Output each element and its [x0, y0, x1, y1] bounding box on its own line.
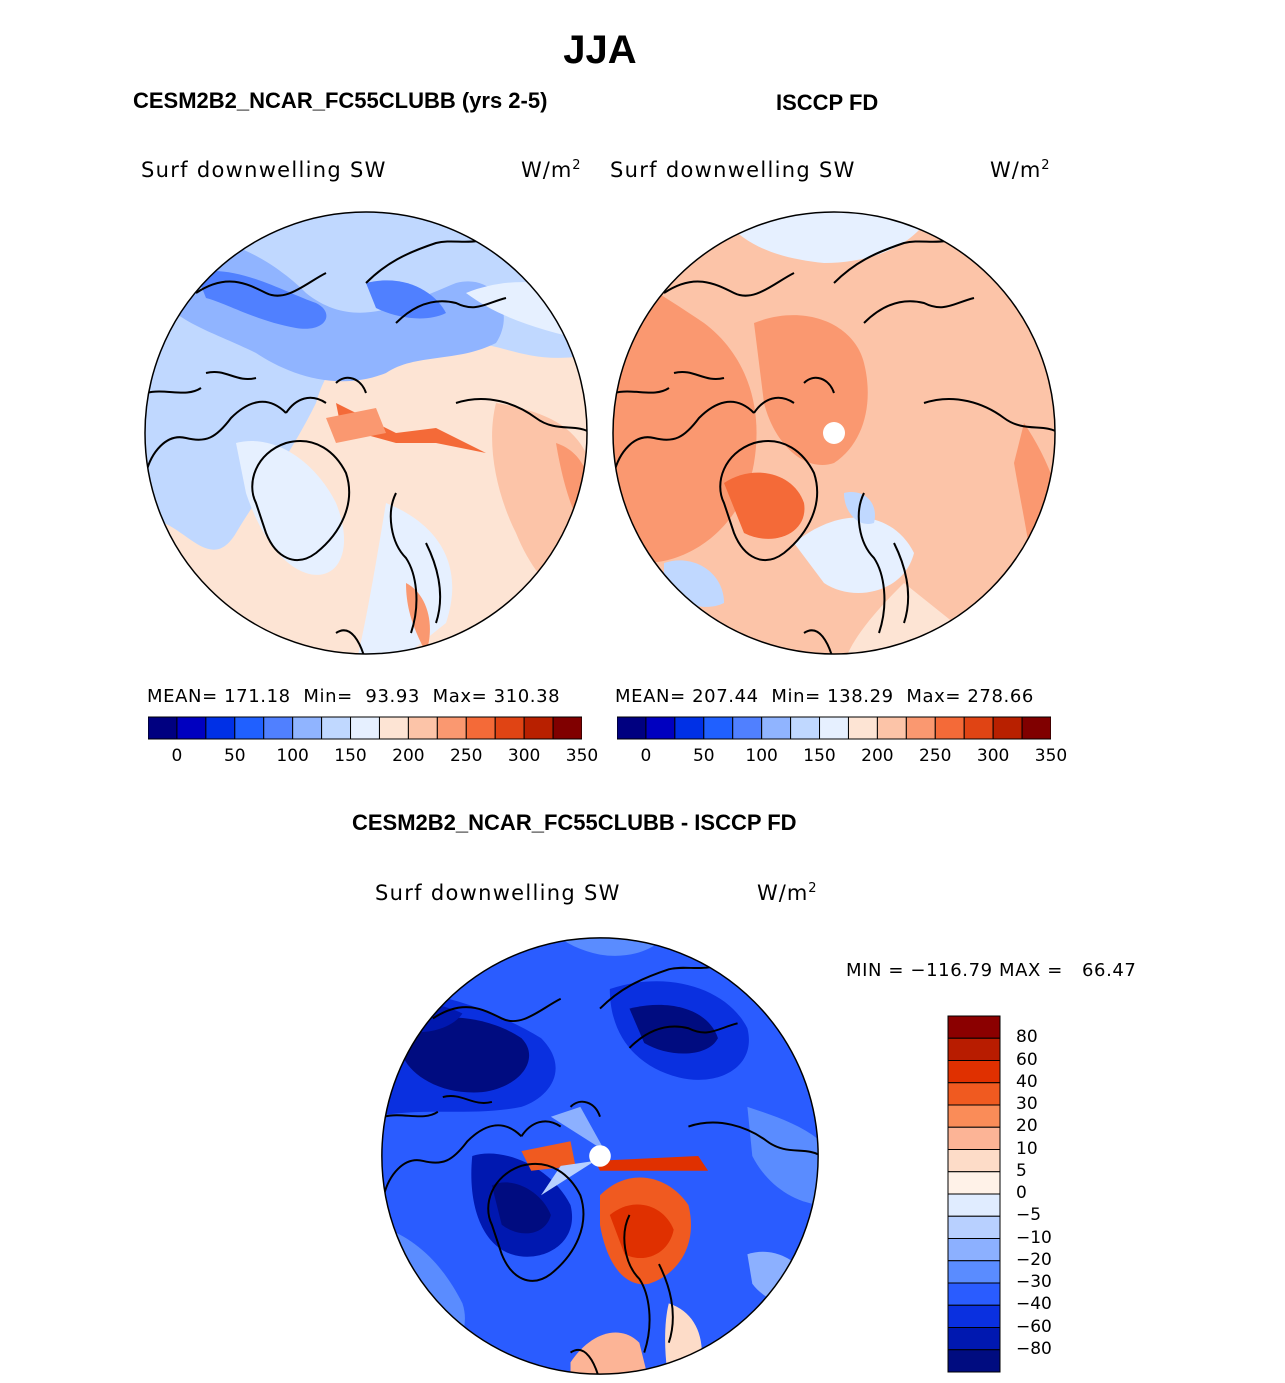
right-colorbar-box: [645, 716, 676, 740]
right-stats: MEAN= 207.44 Min= 138.29 Max= 278.66: [615, 686, 1034, 707]
right-units: W/m2: [990, 158, 1051, 182]
diff-colorbar-tick: −30: [1016, 1272, 1052, 1292]
right-colorbar-tick: 200: [861, 746, 894, 766]
left-field-label: Surf downwelling SW: [141, 158, 387, 182]
figure-title: JJA: [563, 28, 637, 72]
diff-colorbar-tick: 20: [1016, 1116, 1038, 1137]
diff-colorbar-box: [947, 1327, 1001, 1351]
left-colorbar-tick: 300: [507, 746, 541, 766]
left-colorbar-box: [350, 716, 380, 740]
left-colorbar-box: [436, 716, 467, 740]
left-colorbar-box: [292, 716, 323, 740]
left-colorbar-box: [552, 716, 582, 740]
diff-colorbar-box: [947, 1260, 1001, 1284]
left-panel-title: CESM2B2_NCAR_FC55CLUBB (yrs 2-5): [133, 88, 548, 113]
left-colorbar-tick: 200: [392, 746, 425, 766]
right-colorbar-box: [934, 716, 965, 740]
diff-colorbar-tick: 30: [1016, 1094, 1038, 1114]
left-colorbar-box: [378, 716, 409, 740]
left-colorbar-box: [205, 716, 236, 740]
right-colorbar-box: [732, 716, 763, 740]
right-colorbar-box: [1021, 716, 1051, 740]
right-colorbar-box: [674, 716, 705, 740]
diff-colorbar-box: [947, 1126, 1001, 1150]
right-colorbar-box: [905, 716, 936, 740]
diff-colorbar-box: [947, 1104, 1001, 1128]
diff-colorbar-tick: 60: [1016, 1049, 1038, 1070]
right-colorbar-tick: 50: [692, 746, 715, 766]
right-colorbar-box: [876, 716, 907, 740]
diff-colorbar-tick: −80: [1016, 1338, 1052, 1359]
left-colorbar-tick: 100: [276, 746, 309, 766]
left-colorbar-tick: 0: [171, 746, 183, 766]
diff-colorbar-tick: −60: [1016, 1316, 1052, 1337]
left-colorbar-tick: 150: [334, 746, 367, 766]
right-colorbar-tick: 0: [640, 746, 652, 766]
right-colorbar: [617, 716, 1051, 740]
right-colorbar-tick: 250: [919, 746, 952, 766]
diff-stats: MIN = −116.79 MAX = 66.47: [846, 960, 1137, 981]
right-polar-map: [612, 211, 1056, 655]
left-colorbar-tick: 50: [223, 746, 246, 766]
left-colorbar-box: [263, 716, 294, 740]
diff-colorbar-box: [947, 1193, 1001, 1217]
diff-colorbar-tick: −10: [1016, 1227, 1052, 1248]
left-stats: MEAN= 171.18 Min= 93.93 Max= 310.38: [147, 686, 561, 707]
diff-polar-map: [381, 937, 819, 1375]
left-colorbar-box: [176, 716, 207, 740]
diff-colorbar-tick: 10: [1016, 1138, 1038, 1159]
right-colorbar-box: [847, 716, 878, 740]
diff-colorbar-tick: −5: [1016, 1205, 1042, 1226]
diff-colorbar-box: [947, 1037, 1001, 1061]
right-colorbar-tick: 150: [803, 746, 836, 766]
diff-colorbar-tick: 40: [1016, 1071, 1038, 1092]
right-colorbar-tick: 100: [745, 746, 778, 766]
diff-colorbar-box: [947, 1060, 1001, 1084]
right-panel-title: ISCCP FD: [776, 90, 879, 115]
left-colorbar-box: [494, 716, 525, 740]
diff-colorbar-box: [947, 1215, 1001, 1239]
right-colorbar-tick: 350: [1034, 746, 1068, 766]
left-colorbar-box: [148, 716, 178, 740]
diff-colorbar-tick: −40: [1016, 1294, 1052, 1315]
right-colorbar-box: [790, 716, 821, 740]
left-colorbar-box: [321, 716, 352, 740]
left-colorbar-box: [523, 716, 554, 740]
diff-colorbar: [947, 1015, 1001, 1373]
diff-colorbar-box: [947, 1349, 1001, 1373]
diff-colorbar-tick: 0: [1016, 1183, 1027, 1203]
diff-field-label: Surf downwelling SW: [375, 881, 621, 905]
left-colorbar-box: [234, 716, 265, 740]
right-colorbar-box: [992, 716, 1023, 740]
right-colorbar-box: [761, 716, 792, 740]
diff-colorbar-tick: 5: [1016, 1160, 1027, 1181]
diff-colorbar-box: [947, 1082, 1001, 1106]
diff-colorbar-box: [947, 1171, 1001, 1195]
right-colorbar-ticks: 0 50 100 150 200 250 300 350: [617, 746, 1068, 768]
left-colorbar-tick: 250: [450, 746, 483, 766]
right-colorbar-tick: 300: [976, 746, 1010, 766]
diff-colorbar-ticks: 80 60 40 30 20 10 5 0 −5 −10 −20 −30 −40 −60 −80: [1008, 1015, 1088, 1373]
right-colorbar-box: [819, 716, 849, 740]
diff-panel-title: CESM2B2_NCAR_FC55CLUBB - ISCCP FD: [352, 810, 797, 835]
right-colorbar-box: [617, 716, 647, 740]
left-colorbar-box: [465, 716, 496, 740]
diff-units: W/m2: [757, 881, 818, 905]
diff-colorbar-box: [947, 1238, 1001, 1262]
diff-colorbar-tick: 80: [1016, 1027, 1038, 1048]
diff-colorbar-box: [947, 1015, 1001, 1039]
right-colorbar-box: [703, 716, 734, 740]
left-colorbar: [148, 716, 582, 740]
left-colorbar-tick: 350: [565, 746, 599, 766]
right-colorbar-box: [963, 716, 994, 740]
diff-colorbar-box: [947, 1304, 1001, 1328]
diff-colorbar-box: [947, 1282, 1001, 1306]
left-colorbar-box: [407, 716, 438, 740]
diff-colorbar-tick: −20: [1016, 1249, 1052, 1270]
left-units: W/m2: [521, 158, 582, 182]
left-polar-map: [144, 211, 588, 655]
left-colorbar-ticks: 0 50 100 150 200 250 300 350: [148, 746, 599, 768]
right-field-label: Surf downwelling SW: [610, 158, 856, 182]
diff-colorbar-box: [947, 1149, 1001, 1173]
